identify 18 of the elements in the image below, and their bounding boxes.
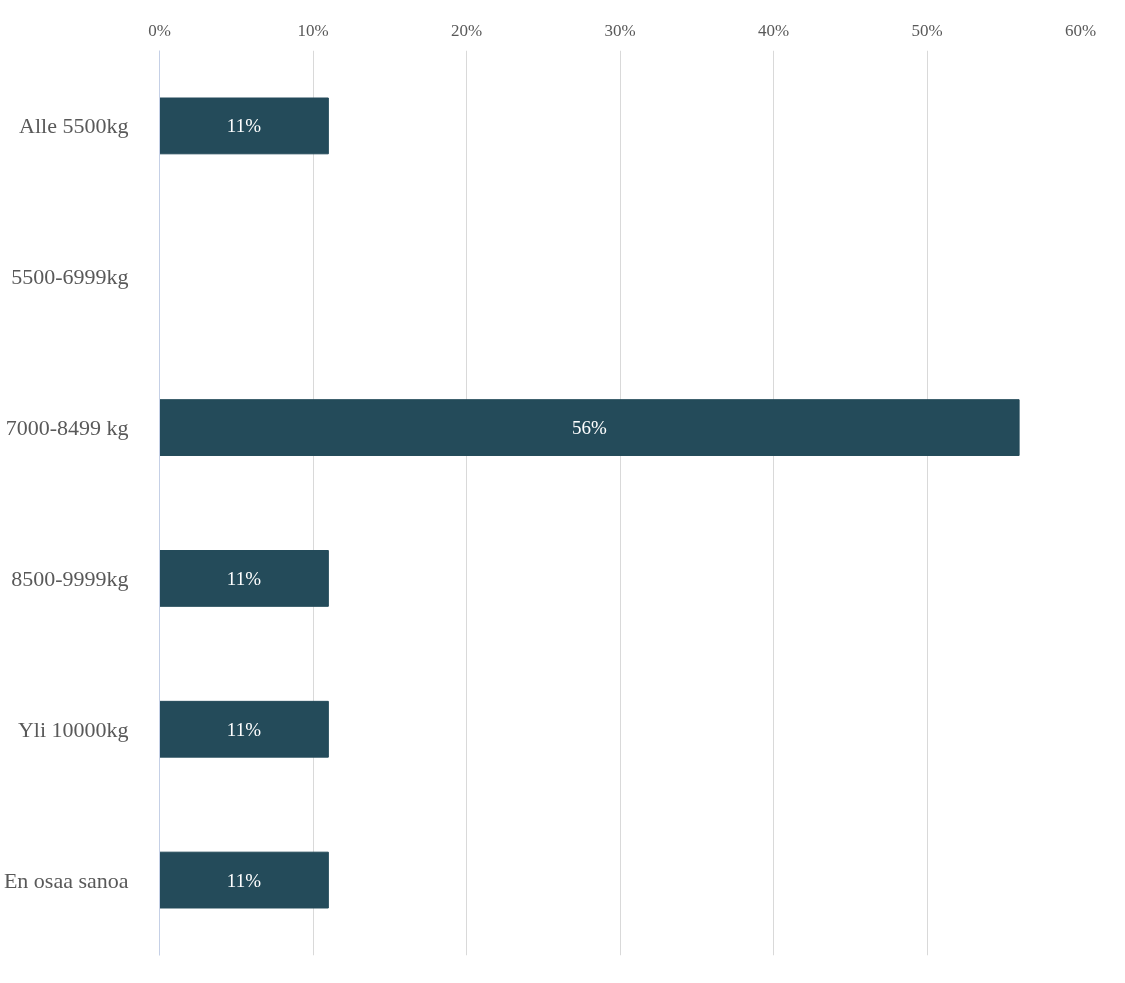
y-tick-label: En osaa sanoa [3, 867, 129, 893]
x-tick-label: 40% [757, 20, 790, 40]
x-tick-label: 10% [297, 20, 329, 40]
y-tick-label: Yli 10000kg [17, 716, 129, 742]
data-label: 11% [226, 718, 262, 740]
data-label: 11% [226, 567, 262, 589]
data-label: 11% [226, 115, 262, 137]
data-label: 11% [226, 869, 262, 891]
x-tick-label: 30% [604, 20, 636, 40]
data-label: 56% [571, 417, 607, 439]
x-tick-label: 50% [911, 20, 943, 40]
y-tick-label: 8500-9999kg [11, 565, 129, 591]
y-tick-label: 7000-8499 kg [5, 415, 129, 441]
x-tick-label: 20% [450, 20, 483, 40]
x-tick-label: 0% [148, 20, 171, 40]
y-tick-label: 5500-6999kg [11, 264, 129, 290]
y-tick-label: Alle 5500kg [19, 113, 129, 139]
x-tick-label: 60% [1064, 20, 1097, 40]
